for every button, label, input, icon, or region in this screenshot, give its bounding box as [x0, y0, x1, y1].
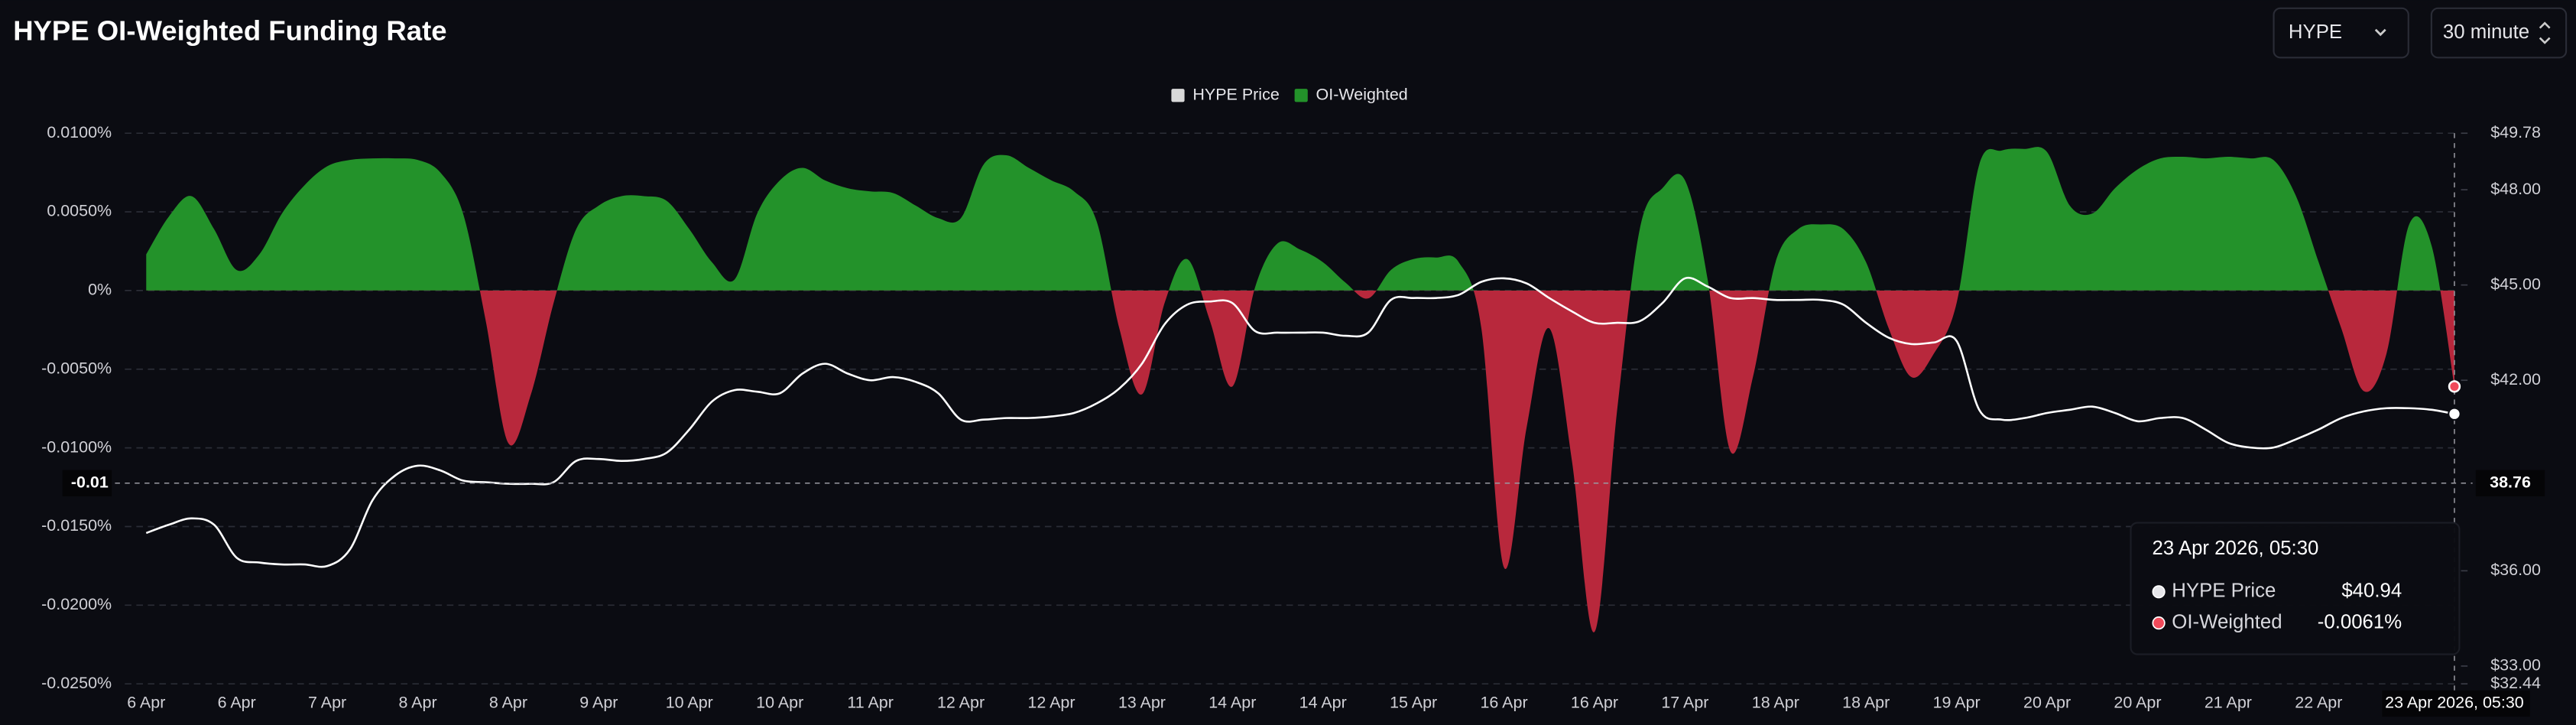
tooltip-value: $40.94 — [2341, 580, 2402, 602]
x-tick-label: 11 Apr — [847, 694, 894, 712]
x-tick-label: 6 Apr — [218, 694, 256, 712]
crosshair-y-label: -0.01 — [71, 473, 109, 491]
crosshair-y2-label: 38.76 — [2490, 473, 2531, 491]
tooltip-name: OI-Weighted — [2172, 611, 2282, 632]
tooltip-value: -0.0061% — [2318, 611, 2402, 632]
x-tick-label: 16 Apr — [1480, 694, 1527, 712]
x-tick-label: 17 Apr — [1661, 694, 1708, 712]
crosshair-label-box — [62, 470, 112, 496]
select-label[interactable]: HYPE — [2289, 21, 2342, 43]
interval-select[interactable]: 30 minute — [2430, 7, 2568, 59]
legend-label: HYPE Price — [1192, 85, 1279, 103]
y-tick-label: 0.0100% — [47, 123, 112, 141]
x-tick-label: 6 Apr — [127, 694, 165, 712]
x-tick-label: 7 Apr — [308, 694, 346, 712]
x-tick-label: 15 Apr — [1390, 694, 1437, 712]
x-tick-label: 16 Apr — [1571, 694, 1618, 712]
y2-tick-label: $45.00 — [2490, 275, 2541, 293]
x-tick-label: 19 Apr — [1933, 694, 1981, 712]
y2-tick-label: $42.00 — [2490, 370, 2541, 389]
x-tick-label: 14 Apr — [1299, 694, 1347, 712]
x-tick-label: 9 Apr — [579, 694, 618, 712]
x-tick-label: 12 Apr — [937, 694, 985, 712]
x-tick-label: 8 Apr — [398, 694, 436, 712]
tooltip-dot — [2152, 616, 2166, 630]
crosshair-label-box — [2382, 690, 2530, 717]
x-tick-label: 18 Apr — [1752, 694, 1799, 712]
y2-tick-label: $32.44 — [2490, 674, 2541, 692]
y2-tick-label: $36.00 — [2490, 561, 2541, 579]
x-tick-label: 14 Apr — [1209, 694, 1256, 712]
x-tick-label: 13 Apr — [1118, 694, 1166, 712]
y-tick-label: -0.0150% — [41, 516, 112, 535]
y-tick-label: -0.0050% — [41, 359, 112, 377]
x-tick-label: 20 Apr — [2023, 694, 2071, 712]
tooltip-box — [2130, 522, 2461, 655]
tooltip-title: 23 Apr 2026, 05:30 — [2152, 538, 2318, 559]
hover-dot — [2448, 407, 2461, 421]
crosshair-x-label: 23 Apr 2026, 05:30 — [2385, 694, 2524, 712]
y-tick-label: -0.0250% — [41, 674, 112, 692]
tooltip-name: HYPE Price — [2172, 580, 2276, 602]
x-tick-label: 10 Apr — [666, 694, 713, 712]
legend-swatch — [1171, 89, 1185, 102]
legend-label: OI-Weighted — [1316, 85, 1408, 103]
symbol-select[interactable]: HYPE — [2273, 7, 2409, 59]
chart-title: HYPE OI-Weighted Funding Rate — [13, 15, 446, 47]
x-tick-label: 10 Apr — [756, 694, 803, 712]
chevron — [2374, 28, 2386, 37]
x-tick-label: 12 Apr — [1027, 694, 1075, 712]
y-tick-label: -0.0200% — [41, 595, 112, 613]
y-tick-label: -0.0100% — [41, 437, 112, 456]
y2-tick-label: $49.78 — [2490, 123, 2541, 141]
y-tick-label: 0% — [88, 281, 112, 299]
tooltip-dot — [2152, 585, 2166, 599]
crosshair-label-box — [2475, 470, 2545, 496]
x-tick-label: 8 Apr — [489, 694, 527, 712]
x-tick-label: 22 Apr — [2295, 694, 2342, 712]
x-tick-label: 20 Apr — [2114, 694, 2161, 712]
y2-tick-label: $33.00 — [2490, 656, 2541, 675]
price-line — [145, 276, 2455, 568]
select-box[interactable] — [2430, 7, 2568, 59]
select-label[interactable]: 30 minute — [2443, 21, 2529, 43]
legend-swatch — [1294, 89, 1308, 102]
x-tick-label: 21 Apr — [2205, 694, 2252, 712]
select-box[interactable] — [2273, 7, 2409, 59]
y2-tick-label: $48.00 — [2490, 180, 2541, 198]
hover-dot — [2448, 380, 2461, 393]
chevron — [2539, 21, 2551, 44]
positive-area — [146, 147, 2454, 291]
x-tick-label: 18 Apr — [1842, 694, 1890, 712]
y-tick-label: 0.0050% — [47, 202, 112, 220]
